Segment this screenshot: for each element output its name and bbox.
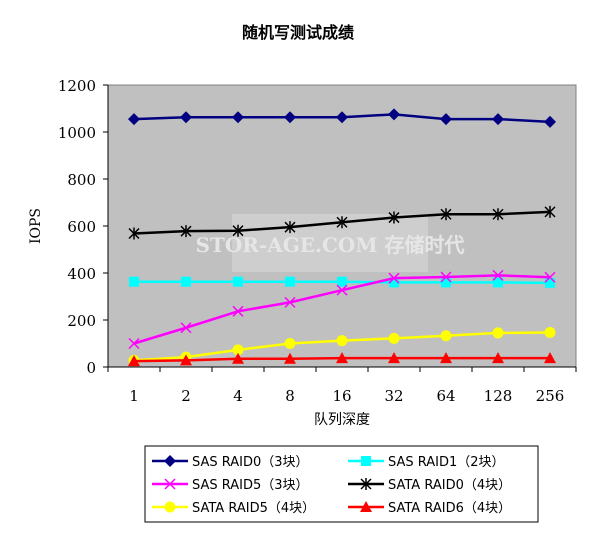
- y-tick-label: 1200: [58, 77, 96, 95]
- data-point: [544, 271, 556, 283]
- data-point: [128, 355, 140, 367]
- data-point: [284, 352, 296, 364]
- data-point: [284, 221, 296, 234]
- y-tick-label: 1000: [58, 124, 96, 142]
- legend-box: [144, 445, 539, 523]
- data-point: [336, 216, 348, 229]
- legend-item: SAS RAID5（3块）: [152, 478, 309, 493]
- data-point: [544, 115, 556, 128]
- data-point: [336, 284, 348, 296]
- data-point: [164, 478, 176, 490]
- data-point: [129, 276, 139, 287]
- data-point: [440, 330, 452, 342]
- legend-label: SATA RAID5（4块）: [192, 501, 315, 516]
- data-point: [440, 208, 452, 221]
- data-point: [284, 338, 296, 349]
- legend-item: SAS RAID0（3块）: [152, 455, 309, 470]
- data-point: [128, 113, 140, 126]
- data-point: [544, 205, 556, 218]
- data-point: [492, 113, 504, 126]
- data-point: [233, 276, 243, 287]
- chart-title: 随机写测试成绩: [242, 23, 354, 42]
- watermark-text: STOR-AGE.COM 存储时代: [196, 233, 465, 257]
- y-tick-label: 0: [86, 359, 96, 377]
- data-point: [164, 455, 176, 467]
- legend-item: SATA RAID0（4块）: [348, 478, 511, 493]
- data-point: [232, 344, 244, 356]
- data-point: [388, 352, 400, 364]
- data-point: [492, 208, 504, 221]
- x-tick-label: 64: [436, 387, 455, 405]
- data-point: [492, 327, 504, 339]
- data-point: [544, 326, 556, 338]
- data-point: [440, 352, 452, 364]
- data-point: [440, 271, 452, 283]
- y-axis-label: IOPS: [28, 208, 44, 244]
- data-point: [361, 456, 371, 466]
- series-3: [128, 269, 556, 350]
- x-tick-label: 2: [181, 387, 191, 405]
- legend-label: SATA RAID0（4块）: [388, 478, 511, 493]
- data-point: [388, 272, 400, 284]
- data-point: [336, 111, 348, 124]
- data-point: [441, 277, 451, 288]
- data-point: [284, 111, 296, 124]
- legend-label: SATA RAID6（4块）: [388, 501, 511, 516]
- data-point: [440, 113, 452, 126]
- x-tick-label: 32: [384, 387, 403, 405]
- data-point: [181, 276, 191, 287]
- data-point: [493, 277, 503, 288]
- data-point: [128, 227, 140, 240]
- data-point: [360, 501, 372, 512]
- data-point: [492, 352, 504, 364]
- data-point: [388, 332, 400, 344]
- series-6: [128, 352, 556, 367]
- data-point: [180, 322, 192, 334]
- data-point: [232, 305, 244, 317]
- data-point: [389, 277, 399, 288]
- data-point: [337, 276, 347, 287]
- y-tick-label: 200: [67, 312, 96, 330]
- data-point: [545, 277, 555, 288]
- series-1: [128, 108, 556, 128]
- x-tick-label: 4: [233, 387, 243, 405]
- data-point: [285, 276, 295, 287]
- data-point: [492, 269, 504, 281]
- x-tick-label: 1: [129, 387, 139, 405]
- data-point: [388, 211, 400, 224]
- legend-label: SAS RAID0（3块）: [192, 455, 309, 470]
- legend-item: SATA RAID5（4块）: [152, 501, 315, 516]
- x-tick-label: 8: [285, 387, 295, 405]
- data-point: [180, 111, 192, 124]
- series-4: [128, 205, 556, 240]
- x-axis-label: 队列深度: [314, 412, 370, 428]
- y-tick-label: 400: [67, 265, 96, 283]
- data-point: [232, 352, 244, 364]
- data-point: [336, 352, 348, 364]
- data-point: [388, 108, 400, 121]
- data-point: [336, 335, 348, 347]
- legend-item: SAS RAID1（2块）: [348, 455, 505, 470]
- data-point: [360, 478, 372, 490]
- data-point: [544, 352, 556, 364]
- data-point: [128, 337, 140, 350]
- y-tick-label: 800: [67, 171, 96, 189]
- legend-label: SAS RAID5（3块）: [192, 478, 309, 493]
- x-tick-label: 256: [536, 387, 565, 405]
- x-tick-label: 128: [484, 387, 513, 405]
- data-point: [180, 354, 192, 366]
- data-point: [232, 224, 244, 237]
- legend: SAS RAID0（3块） SAS RAID1（2块） SAS RAID5（3块） S…: [152, 455, 511, 516]
- x-tick-label: 16: [332, 387, 351, 405]
- series-2: [129, 276, 555, 288]
- legend-item: SATA RAID6（4块）: [348, 501, 511, 516]
- data-point: [232, 111, 244, 124]
- data-point: [180, 225, 192, 238]
- y-tick-label: 600: [67, 218, 96, 236]
- legend-label: SAS RAID1（2块）: [388, 455, 505, 470]
- data-point: [284, 296, 296, 308]
- data-point: [164, 501, 176, 513]
